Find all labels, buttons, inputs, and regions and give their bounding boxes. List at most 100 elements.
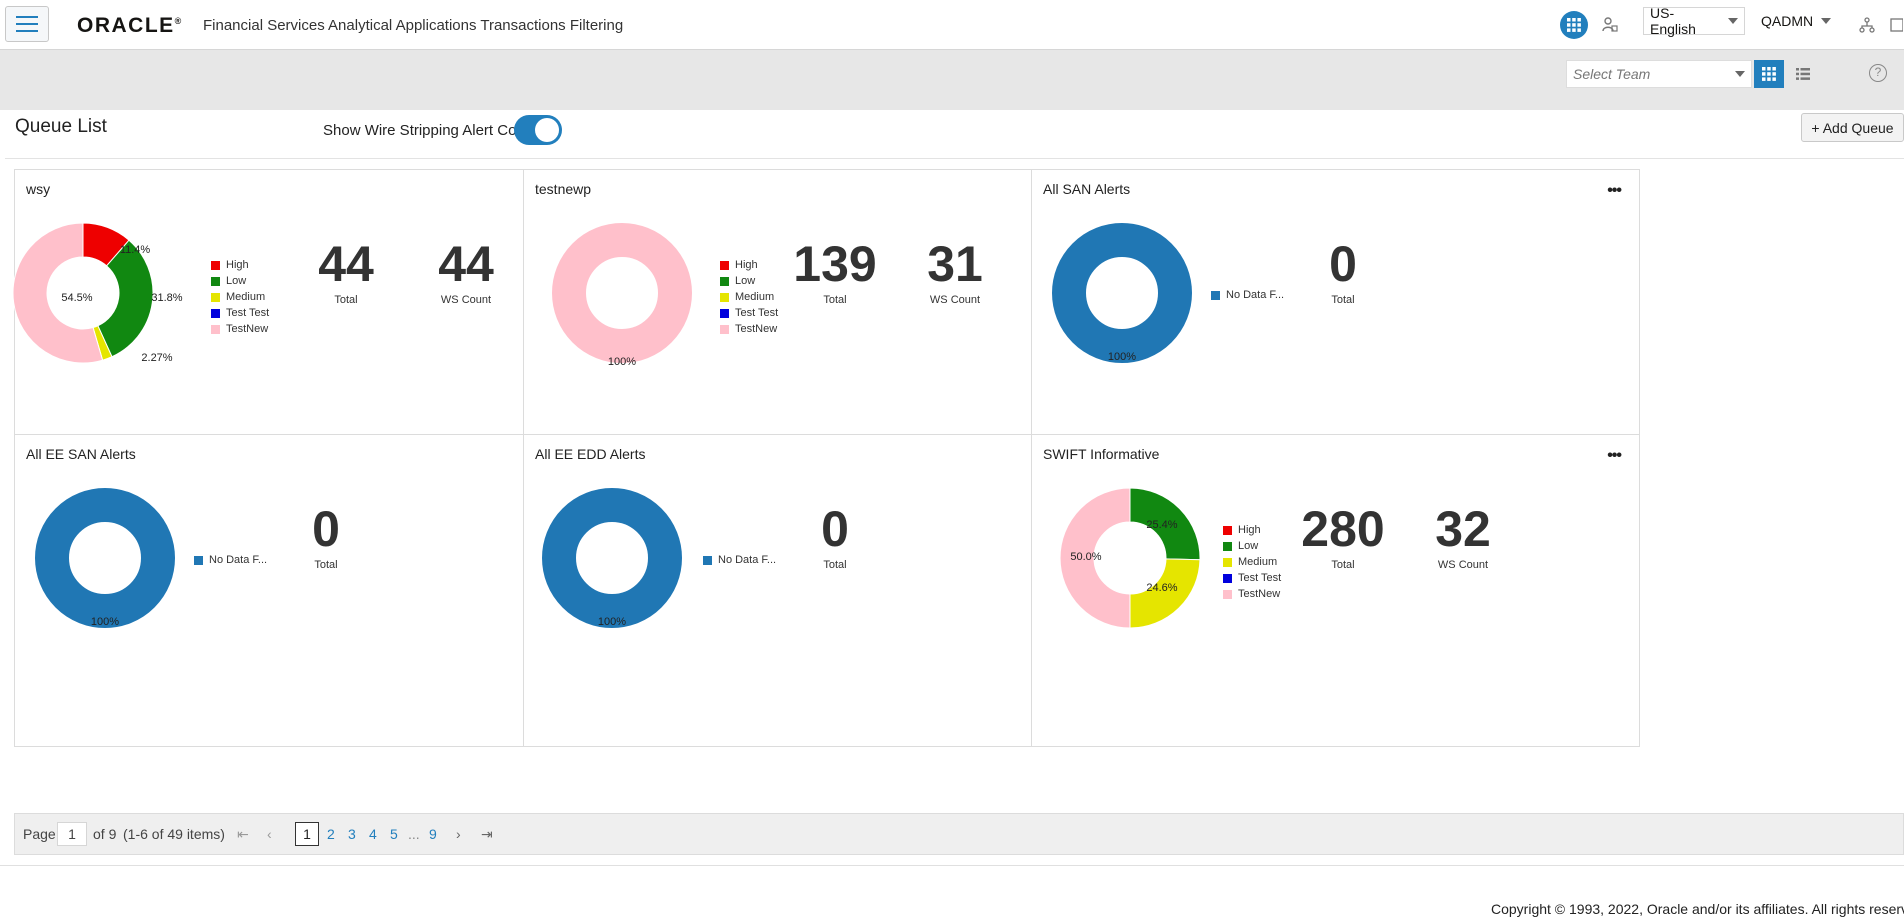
person-icon: [1602, 17, 1618, 32]
donut-slice-low[interactable]: [1129, 487, 1201, 561]
legend-item[interactable]: No Data F...: [703, 552, 776, 568]
legend-label: TestNew: [226, 323, 269, 335]
export-button[interactable]: [1888, 11, 1904, 39]
legend-item[interactable]: Medium: [211, 289, 269, 305]
donut-chart: [1059, 487, 1201, 629]
page-input[interactable]: 1: [57, 822, 87, 846]
legend-item[interactable]: TestNew: [720, 321, 778, 337]
queue-card-title: All SAN Alerts: [1043, 181, 1131, 197]
donut-slice-no-data-f-[interactable]: [35, 488, 175, 628]
legend-swatch: [1223, 589, 1232, 599]
legend-label: No Data F...: [718, 554, 777, 566]
legend-item[interactable]: High: [1223, 522, 1281, 538]
list-view-button[interactable]: [1788, 60, 1818, 88]
total-stat[interactable]: 0 Total: [770, 503, 900, 571]
user-menu[interactable]: QADMN: [1755, 7, 1835, 35]
pagination: Page 1 of 9 (1-6 of 49 items) ⇤ ‹ 1 2 3 …: [14, 813, 1904, 855]
page-1-button[interactable]: 1: [295, 822, 319, 846]
total-stat[interactable]: 0 Total: [261, 503, 391, 571]
legend-item[interactable]: Test Test: [1223, 570, 1281, 586]
team-select[interactable]: Select Team: [1566, 60, 1752, 88]
total-label: Total: [1331, 294, 1355, 306]
legend-label: No Data F...: [209, 554, 268, 566]
legend-item[interactable]: No Data F...: [1211, 287, 1284, 303]
help-icon[interactable]: ?: [1869, 64, 1887, 82]
slice-label: 11.4%: [119, 244, 151, 256]
page-9-button[interactable]: 9: [429, 826, 437, 842]
legend-item[interactable]: High: [720, 257, 778, 273]
queue-card[interactable]: SWIFT Informative ••• 25.4% 24.6% 50.0% High…: [1031, 434, 1640, 747]
legend-item[interactable]: Medium: [1223, 554, 1281, 570]
page-label: Page: [23, 826, 56, 842]
legend-label: High: [226, 259, 249, 271]
legend-swatch: [1223, 541, 1232, 551]
slice-label: 54.5%: [61, 292, 93, 304]
total-value: 0: [312, 501, 340, 557]
menu-button[interactable]: [5, 6, 49, 42]
grid-icon: [1567, 18, 1581, 32]
legend-item[interactable]: TestNew: [211, 321, 269, 337]
legend-item[interactable]: Low: [1223, 538, 1281, 554]
last-page-button[interactable]: ⇥: [481, 826, 493, 842]
page-2-button[interactable]: 2: [327, 826, 335, 842]
apps-grid-button[interactable]: [1560, 11, 1588, 39]
legend-item[interactable]: Low: [720, 273, 778, 289]
legend-label: Test Test: [735, 307, 779, 319]
ws-count-stat[interactable]: 32 WS Count: [1398, 503, 1528, 571]
queue-card-title: SWIFT Informative: [1043, 446, 1160, 462]
ws-count-value: 44: [438, 236, 494, 292]
slice-label: 31.8%: [151, 292, 183, 304]
add-queue-button[interactable]: + Add Queue: [1801, 113, 1904, 142]
prev-page-button[interactable]: ‹: [267, 826, 272, 842]
page-4-button[interactable]: 4: [369, 826, 377, 842]
queue-card[interactable]: All SAN Alerts ••• 100% No Data F... 0 Total: [1031, 169, 1640, 482]
queue-card[interactable]: All EE EDD Alerts •••100%No Data F...0To…: [523, 434, 1132, 747]
slice-label: 24.6%: [1146, 582, 1178, 594]
total-stat[interactable]: 44 Total: [281, 238, 411, 306]
more-icon[interactable]: •••: [1607, 182, 1622, 199]
total-stat[interactable]: 0 Total: [1278, 238, 1408, 306]
chart-legend: No Data F...: [194, 552, 267, 568]
page-3-button[interactable]: 3: [348, 826, 356, 842]
donut-slice-no-data-f-[interactable]: [542, 488, 682, 628]
grid-view-button[interactable]: [1754, 60, 1784, 88]
page-5-button[interactable]: 5: [390, 826, 398, 842]
more-icon[interactable]: •••: [1607, 447, 1622, 464]
queue-card[interactable]: All EE SAN Alerts •••100%No Data F...0To…: [14, 434, 623, 747]
legend-swatch: [720, 292, 729, 302]
chart-legend: High Low Medium Test Test TestNew: [1223, 522, 1281, 602]
donut-slice-low[interactable]: [97, 239, 154, 358]
chart-legend: No Data F...: [1211, 287, 1284, 303]
menu-icon-line: [16, 16, 38, 18]
legend-item[interactable]: Medium: [720, 289, 778, 305]
ws-count-stat[interactable]: 31 WS Count: [890, 238, 1020, 306]
language-select[interactable]: US-English: [1643, 5, 1745, 37]
legend-item[interactable]: High: [211, 257, 269, 273]
list-icon: [1796, 68, 1810, 80]
donut-slice-testnew[interactable]: [1059, 487, 1131, 629]
language-value: US-English: [1650, 5, 1696, 37]
donut-slice-testnew[interactable]: [552, 223, 692, 363]
legend-swatch: [1223, 525, 1232, 535]
queue-card[interactable]: wsy •••11.4%31.8%2.27%54.5%HighLowMedium…: [12, 169, 623, 482]
total-stat[interactable]: 280 Total: [1278, 503, 1408, 571]
wire-stripping-toggle[interactable]: [514, 115, 562, 145]
legend-item[interactable]: No Data F...: [194, 552, 267, 568]
first-page-button[interactable]: ⇤: [237, 826, 249, 842]
donut-slice-testnew[interactable]: [12, 222, 104, 364]
total-stat[interactable]: 139 Total: [770, 238, 900, 306]
legend-item[interactable]: Low: [211, 273, 269, 289]
user-assign-button[interactable]: [1596, 11, 1624, 39]
legend-swatch: [720, 276, 729, 286]
legend-item[interactable]: Test Test: [720, 305, 778, 321]
ws-count-stat[interactable]: 44 WS Count: [401, 238, 531, 306]
legend-item[interactable]: Test Test: [211, 305, 269, 321]
page-title: Queue List: [15, 116, 107, 137]
chart-legend: High Low Medium Test Test TestNew: [720, 257, 778, 337]
total-label: Total: [823, 294, 847, 306]
donut-slice-no-data-f-[interactable]: [1052, 223, 1192, 363]
next-page-button[interactable]: ›: [456, 826, 461, 842]
slice-label: 100%: [607, 356, 637, 368]
org-button[interactable]: [1853, 11, 1881, 39]
legend-item[interactable]: TestNew: [1223, 586, 1281, 602]
